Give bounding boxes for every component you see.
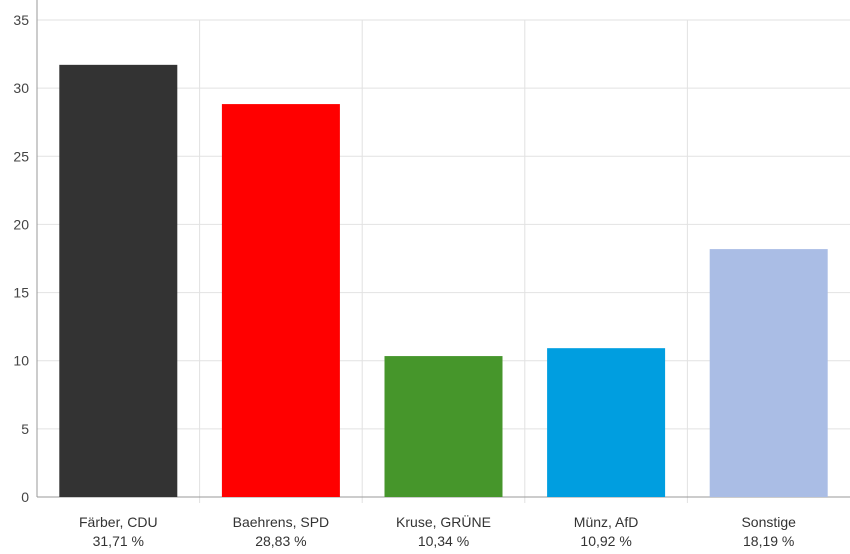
x-category-label: Kruse, GRÜNE [396,513,491,530]
bar[interactable] [547,348,666,497]
x-category-label: Sonstige [741,514,796,530]
bar[interactable] [59,64,178,497]
y-tick-label: 30 [13,80,29,96]
y-tick-label: 15 [13,285,29,301]
y-tick-label: 5 [21,421,29,437]
bar[interactable] [384,356,503,497]
bar-value-label: 10,92 % [580,533,631,549]
bar-value-label: 10,34 % [418,533,469,549]
y-tick-label: 10 [13,353,29,369]
bar-layer [59,64,828,497]
x-category-label: Münz, AfD [574,514,639,530]
y-tick-label: 25 [13,148,29,164]
y-tick-label: 20 [13,216,29,232]
label-layer: 0 5 10 15 20 25 30 35 Färber, CDU 31,71 % Baehrens… [13,12,796,549]
bar[interactable] [709,249,828,497]
x-category-label: Baehrens, SPD [233,514,330,530]
x-category-label: Färber, CDU [79,514,158,530]
bar-value-label: 31,71 % [93,533,144,549]
y-tick-label: 0 [21,489,29,505]
bar-value-label: 28,83 % [255,533,306,549]
bar[interactable] [221,104,340,497]
bar-value-label: 18,19 % [743,533,794,549]
y-tick-label: 35 [13,12,29,28]
